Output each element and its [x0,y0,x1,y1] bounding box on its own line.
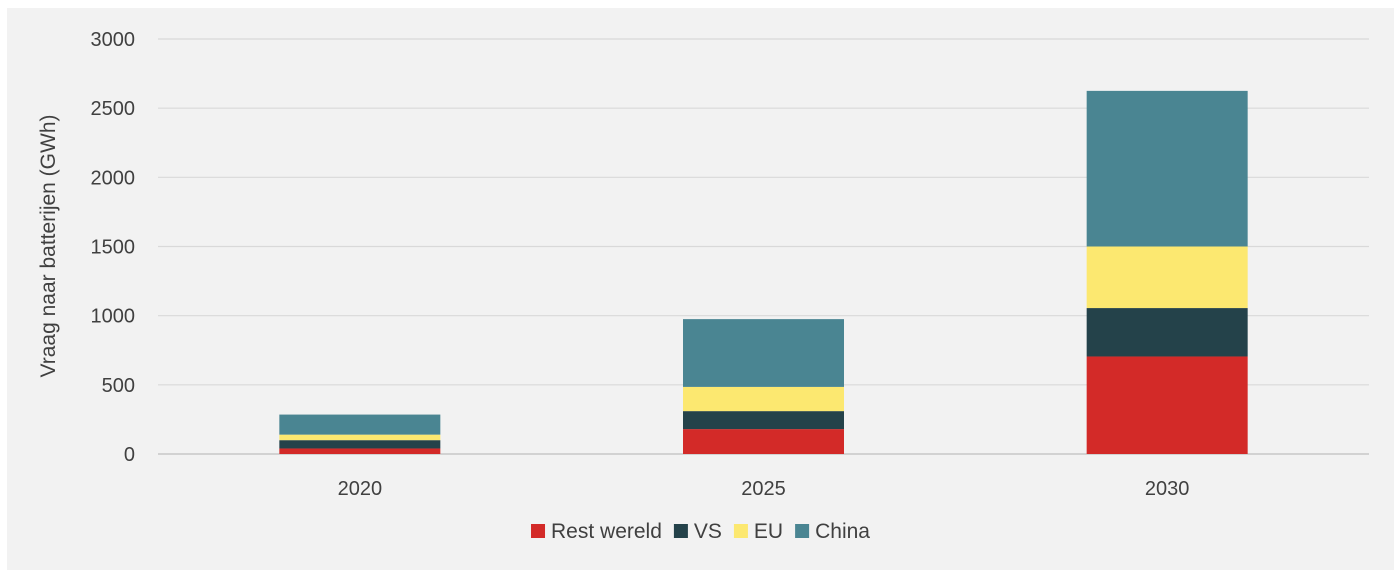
bar-2025-china [683,319,844,387]
legend-label-vs: VS [694,520,722,543]
bar-2020-china [279,414,441,435]
bar-2025-eu [683,386,844,412]
chart-panel: 0 500 1000 1500 2000 2500 3000 2020 2025 2030 Res… [7,8,1394,570]
legend-label-eu: EU [754,520,783,543]
bar-2030-eu [1086,246,1248,309]
battery-demand-chart: 0 500 1000 1500 2000 2500 3000 2020 2025 2030 Res… [37,29,1369,543]
legend-label-rest-wereld: Rest wereld [551,520,662,543]
bar-2020-eu [279,434,441,441]
bar-2025-vs [683,411,844,430]
legend-swatch-eu [733,524,748,538]
y-tick-label-1000: 1000 [91,306,136,328]
legend: Rest wereld VS EU China [531,520,870,543]
y-tick-label-500: 500 [102,375,135,397]
bar-2020-rest-wereld [279,448,441,454]
gridlines [158,38,1369,455]
y-axis-title: Vraag naar batterijen (GWh) [37,114,60,377]
bar-2025-rest-wereld [683,429,844,454]
bar-2030-china [1086,90,1248,247]
y-tick-label-2000: 2000 [91,167,136,189]
x-tick-label-2030: 2030 [1145,478,1190,500]
bar-2020-vs [279,440,441,449]
x-tick-label-2020: 2020 [338,478,383,500]
y-tick-label-3000: 3000 [91,29,136,51]
y-tick-label-0: 0 [124,444,135,466]
axes: 0 500 1000 1500 2000 2500 3000 2020 2025 2030 [91,29,1190,500]
legend-swatch-vs [673,524,688,538]
bars [279,90,1248,454]
legend-label-china: China [815,520,870,543]
y-tick-label-2500: 2500 [91,98,136,120]
legend-swatch-china [795,524,810,538]
x-tick-label-2025: 2025 [741,478,786,500]
bar-2030-rest-wereld [1086,356,1248,454]
legend-swatch-rest-wereld [531,524,546,538]
bar-2030-vs [1086,308,1248,357]
y-tick-label-1500: 1500 [91,237,136,259]
